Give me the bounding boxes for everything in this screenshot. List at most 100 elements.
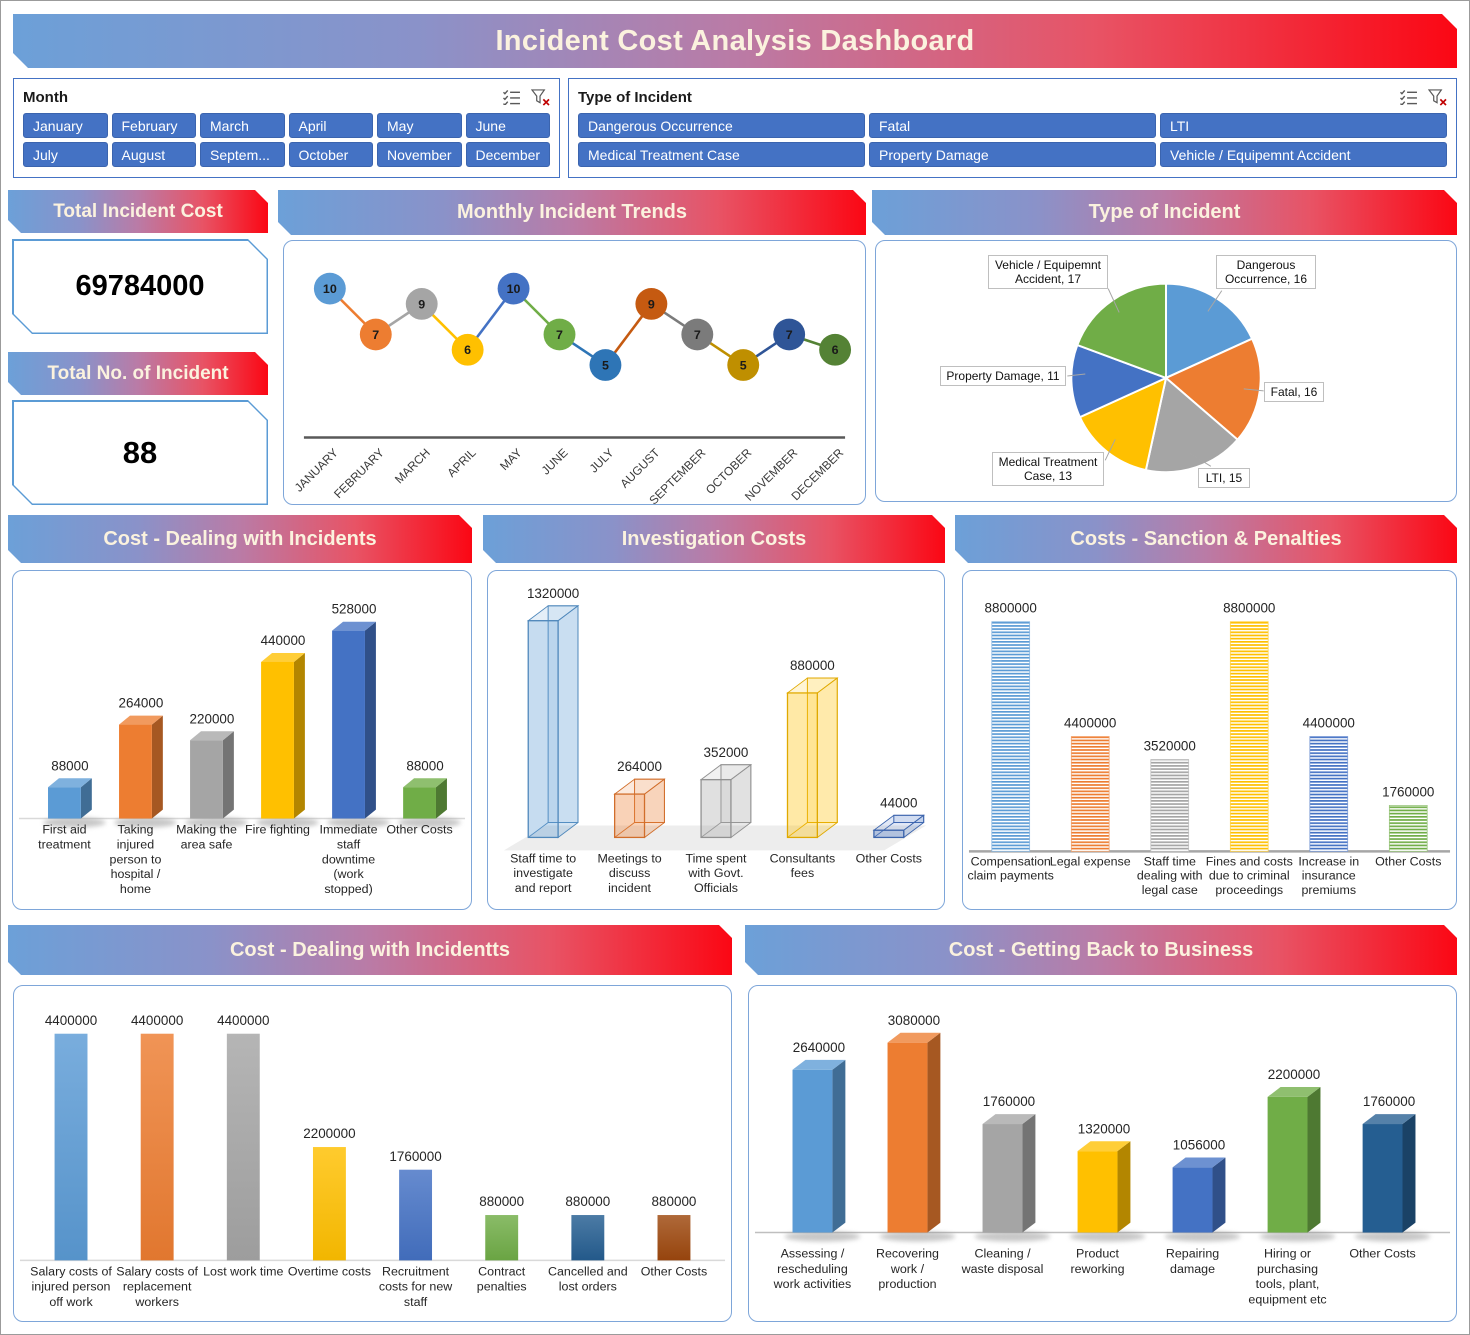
value-label: 220000 — [190, 711, 235, 726]
leader-line — [1067, 373, 1086, 377]
value-label: 1760000 — [389, 1149, 441, 1164]
pie-slice — [1165, 282, 1254, 380]
section-title: Type of Incident — [1088, 201, 1241, 223]
bar — [786, 677, 839, 839]
leader-line — [1243, 388, 1264, 392]
slicer-button[interactable]: Medical Treatment Case — [578, 142, 865, 167]
leader-line — [1207, 290, 1223, 312]
bar — [1309, 736, 1349, 852]
slicer-button[interactable]: January — [23, 113, 108, 138]
value-label: 4400000 — [1303, 716, 1355, 731]
bar — [43, 778, 106, 828]
value-label: 2200000 — [303, 1126, 355, 1141]
value-label: 8800000 — [1223, 601, 1275, 616]
section-title: Cost - Dealing with Incidentts — [229, 938, 510, 961]
bar — [399, 1169, 433, 1261]
value-label: 1760000 — [1382, 784, 1434, 799]
clear-filter-icon[interactable] — [1428, 88, 1447, 106]
data-point: 7 — [773, 318, 806, 351]
category-label: Cancelled and lost orders — [548, 1264, 628, 1293]
kpi-title: Total Incident Cost — [53, 200, 223, 222]
cost_dealing2-svg: 4400000 4400000 4400000 2200000 1760000 88000… — [19, 1013, 726, 1309]
multiselect-icon[interactable] — [502, 89, 521, 105]
slicer-button[interactable]: May — [377, 113, 462, 138]
slicer-button[interactable]: Septem... — [200, 142, 285, 167]
incident-type-slicer-buttons: Dangerous Occurrence Fatal LTI Medical Trea… — [578, 113, 1447, 167]
slicer-button[interactable]: August — [111, 142, 196, 167]
slicer-button[interactable]: July — [23, 142, 108, 167]
bar — [571, 1215, 605, 1261]
bar — [226, 1033, 260, 1261]
slicer-button[interactable]: February — [111, 113, 196, 138]
bar — [1354, 1114, 1431, 1242]
section-title: Costs - Sanction & Penalties — [1070, 527, 1342, 550]
category-label: Salary costs of replacement workers — [116, 1264, 198, 1309]
bar — [526, 604, 580, 839]
slicer-button[interactable]: March — [200, 113, 285, 138]
data-point: 7 — [359, 318, 392, 351]
value-label: 3520000 — [1144, 739, 1196, 754]
multiselect-icon[interactable] — [1399, 89, 1418, 105]
bar — [699, 763, 753, 839]
slicer-button[interactable]: LTI — [1160, 113, 1447, 138]
clear-filter-icon[interactable] — [531, 88, 550, 106]
bar — [1164, 1157, 1241, 1242]
month-slicer-title: Month — [23, 88, 68, 106]
value-label: 4400000 — [131, 1013, 183, 1028]
category-label: Other Costs — [386, 822, 452, 836]
category-label: MARCH — [392, 446, 433, 487]
category-label: Hiring or purchasing tools, plant, equipmen… — [1248, 1246, 1326, 1306]
bar — [784, 1059, 861, 1242]
slicer-button[interactable]: June — [465, 113, 550, 138]
slicer-button[interactable]: Vehicle / Equipemnt Accident — [1160, 142, 1447, 167]
svg-text:6: 6 — [832, 343, 839, 357]
trends-section-header: Monthly Incident Trends — [278, 190, 866, 235]
data-point: 9 — [405, 288, 438, 320]
bar — [879, 1032, 956, 1242]
slicer-button[interactable]: April — [288, 113, 373, 138]
value-label: 88000 — [51, 758, 88, 773]
bar — [485, 1215, 519, 1261]
cost-dealing-chart: 88000 264000 220000 440000 528000 88000 First … — [12, 570, 472, 910]
incident-type-slicer-title: Type of Incident — [578, 88, 692, 106]
bar — [1070, 736, 1110, 852]
pie-callout-label: LTI, 15 — [1198, 468, 1250, 488]
cost-dealing2-chart: 4400000 4400000 4400000 2200000 1760000 88000… — [13, 985, 732, 1322]
svg-text:7: 7 — [372, 328, 379, 342]
category-label: Repairing damage — [1166, 1246, 1219, 1275]
value-label: 440000 — [261, 633, 306, 648]
bar — [327, 621, 390, 828]
slicer-button[interactable]: Fatal — [869, 113, 1156, 138]
category-label: APRIL — [444, 445, 479, 479]
slicer-button[interactable]: October — [288, 142, 373, 167]
data-point: 10 — [497, 272, 530, 305]
leader-line — [1107, 288, 1120, 313]
slicer-button[interactable]: November — [377, 142, 462, 167]
bar — [1069, 1141, 1146, 1242]
slicer-button[interactable]: Dangerous Occurrence — [578, 113, 865, 138]
pie-slice — [1076, 282, 1167, 380]
pie-section-header: Type of Incident — [872, 190, 1457, 235]
value-label: 3080000 — [888, 1013, 940, 1028]
bar — [1259, 1086, 1336, 1242]
category-label: Making the area safe — [176, 822, 237, 851]
category-label: Other Costs — [856, 851, 922, 865]
slicer-button[interactable]: Property Damage — [869, 142, 1156, 167]
category-label: Staff time dealing with legal case — [1137, 854, 1203, 897]
category-label: Assessing / rescheduling work activities — [773, 1246, 852, 1291]
category-label: Recovering work / production — [876, 1246, 939, 1291]
category-label: JULY — [587, 446, 617, 476]
pie-slice — [1070, 343, 1169, 419]
category-label: Fire fighting — [245, 822, 310, 836]
svg-text:9: 9 — [648, 297, 655, 311]
total-incident-cost-value: 69784000 — [75, 270, 205, 302]
value-label: 352000 — [704, 745, 749, 760]
slicer-button[interactable]: December — [465, 142, 550, 167]
slicer-header: Type of Incident — [578, 85, 1447, 109]
bar — [185, 731, 248, 828]
value-label: 4400000 — [1064, 716, 1116, 731]
dashboard-title-banner: Incident Cost Analysis Dashboard — [13, 14, 1457, 68]
value-label: 880000 — [790, 658, 835, 673]
bar — [657, 1215, 691, 1261]
svg-text:7: 7 — [786, 328, 793, 342]
